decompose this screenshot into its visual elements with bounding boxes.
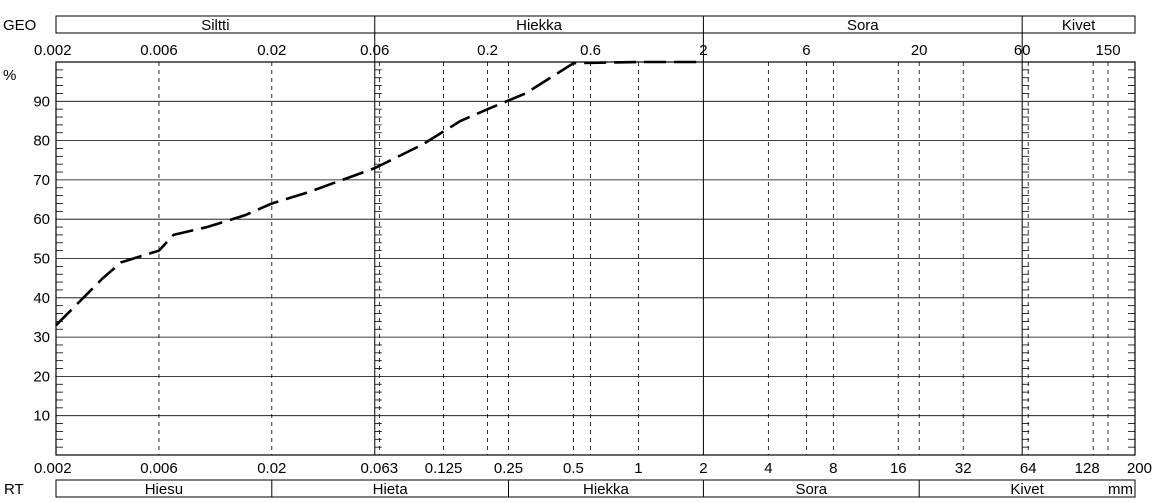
text-layer: Siltti Hiekka Sora Kivet GEO 0.002 0.006 0.02 0.… bbox=[3, 17, 1152, 498]
y-tick-label: 70 bbox=[33, 172, 50, 189]
top-tick-label: 0.06 bbox=[360, 42, 389, 59]
grid-layer bbox=[56, 62, 1135, 455]
top-tick-label: 2 bbox=[699, 42, 707, 59]
bottom-tick-label: 0.002 bbox=[34, 460, 72, 477]
rt-class-label: Kivet bbox=[1010, 481, 1044, 498]
rt-band bbox=[55, 479, 1136, 498]
bottom-tick-label: 128 bbox=[1075, 460, 1100, 477]
bottom-tick-label: 200 bbox=[1127, 460, 1152, 477]
geo-class-label: Siltti bbox=[201, 17, 229, 34]
y-tick-label: 20 bbox=[33, 368, 50, 385]
rt-class-label: Hiekka bbox=[583, 481, 630, 498]
bottom-tick-label: 8 bbox=[829, 460, 837, 477]
bottom-tick-label: 4 bbox=[764, 460, 772, 477]
frame-layer bbox=[55, 15, 1136, 498]
top-tick-label: 6 bbox=[802, 42, 810, 59]
y-tick-label: 40 bbox=[33, 290, 50, 307]
top-tick-label: 0.006 bbox=[140, 42, 178, 59]
top-tick-label: 20 bbox=[911, 42, 928, 59]
geo-class-label: Hiekka bbox=[516, 17, 563, 34]
bottom-tick-label: 0.125 bbox=[425, 460, 463, 477]
top-tick-label: 0.6 bbox=[580, 42, 601, 59]
y-tick-label: 30 bbox=[33, 329, 50, 346]
x-unit-label: mm bbox=[1108, 481, 1133, 498]
y-tick-label: 10 bbox=[33, 408, 50, 425]
top-tick-label: 150 bbox=[1096, 42, 1121, 59]
y-tick-label: 80 bbox=[33, 133, 50, 150]
bottom-tick-label: 0.006 bbox=[140, 460, 178, 477]
bottom-tick-label: 0.063 bbox=[361, 460, 399, 477]
bottom-tick-label: 0.02 bbox=[257, 460, 286, 477]
bottom-tick-label: 0.5 bbox=[563, 460, 584, 477]
geo-class-label: Sora bbox=[847, 17, 879, 34]
grading-curve bbox=[55, 60, 704, 327]
rt-class-label: Sora bbox=[795, 481, 827, 498]
bottom-tick-label: 0.25 bbox=[494, 460, 523, 477]
rt-class-label: Hieta bbox=[373, 481, 409, 498]
top-tick-label: 60 bbox=[1014, 42, 1031, 59]
geo-class-label: Kivet bbox=[1062, 17, 1096, 34]
bottom-tick-label: 32 bbox=[955, 460, 972, 477]
y-tick-label: 90 bbox=[33, 93, 50, 110]
bottom-tick-label: 2 bbox=[699, 460, 707, 477]
geo-row-label: GEO bbox=[3, 17, 36, 34]
top-tick-label: 0.2 bbox=[477, 42, 498, 59]
bottom-tick-label: 64 bbox=[1020, 460, 1037, 477]
y-unit-label: % bbox=[3, 67, 16, 84]
rt-row-label: RT bbox=[4, 481, 24, 498]
y-tick-label: 60 bbox=[33, 211, 50, 228]
top-tick-label: 0.02 bbox=[257, 42, 286, 59]
geo-band bbox=[55, 15, 1136, 34]
bottom-tick-label: 16 bbox=[890, 460, 907, 477]
top-tick-label: 0.002 bbox=[34, 42, 72, 59]
rt-class-label: Hiesu bbox=[145, 481, 183, 498]
bottom-tick-label: 1 bbox=[634, 460, 642, 477]
series-layer bbox=[55, 60, 704, 327]
y-tick-label: 50 bbox=[33, 251, 50, 268]
